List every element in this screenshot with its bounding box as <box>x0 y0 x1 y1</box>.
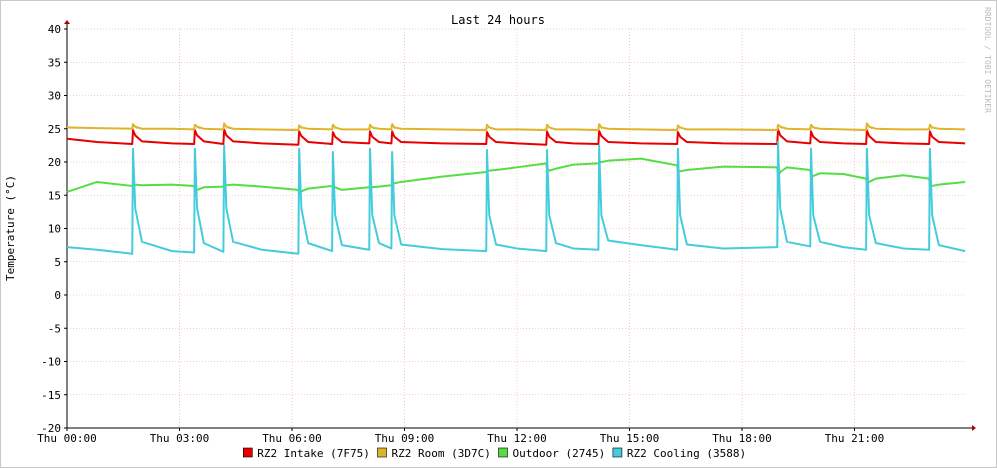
y-tick-label: 40 <box>48 23 61 36</box>
x-tick-label: Thu 18:00 <box>712 432 772 445</box>
y-tick-label: -10 <box>41 356 61 369</box>
y-tick-label: 35 <box>48 56 61 69</box>
y-tick-label: -20 <box>41 422 61 435</box>
y-tick-label: -15 <box>41 389 61 402</box>
x-tick-label: Thu 09:00 <box>375 432 435 445</box>
series-line <box>66 122 966 132</box>
series-line <box>66 128 966 146</box>
y-tick-label: 25 <box>48 123 61 136</box>
legend-label: RZ2 Cooling (3588) <box>627 447 746 460</box>
x-tick-label: Thu 21:00 <box>825 432 885 445</box>
legend-swatch <box>498 447 508 458</box>
axis-arrow <box>64 20 70 24</box>
x-tick-label: Thu 03:00 <box>150 432 210 445</box>
x-tick-label: Thu 00:00 <box>37 432 97 445</box>
y-tick-label: -5 <box>48 322 61 335</box>
legend-label: RZ2 Intake (7F75) <box>257 447 370 460</box>
x-tick-label: Thu 12:00 <box>487 432 547 445</box>
legend-label: RZ2 Room (3D7C) <box>392 447 491 460</box>
y-tick-label: 15 <box>48 189 61 202</box>
chart-title: Last 24 hours <box>451 13 545 27</box>
y-tick-label: 20 <box>48 156 61 169</box>
y-tick-label: 0 <box>54 289 61 302</box>
legend-label: Outdoor (2745) <box>513 447 606 460</box>
y-axis-label: Temperature (°C) <box>4 175 17 281</box>
x-tick-label: Thu 06:00 <box>262 432 322 445</box>
legend-swatch <box>377 447 387 458</box>
legend-swatch <box>243 447 253 458</box>
axis-arrow <box>972 425 976 431</box>
series-line <box>66 141 966 255</box>
y-tick-label: 30 <box>48 90 61 103</box>
x-tick-label: Thu 15:00 <box>600 432 660 445</box>
y-tick-label: 5 <box>54 256 61 269</box>
y-tick-label: 10 <box>48 223 61 236</box>
legend-swatch <box>612 447 623 458</box>
watermark: RRDTOOL / TOBI OETIKER <box>983 7 992 113</box>
